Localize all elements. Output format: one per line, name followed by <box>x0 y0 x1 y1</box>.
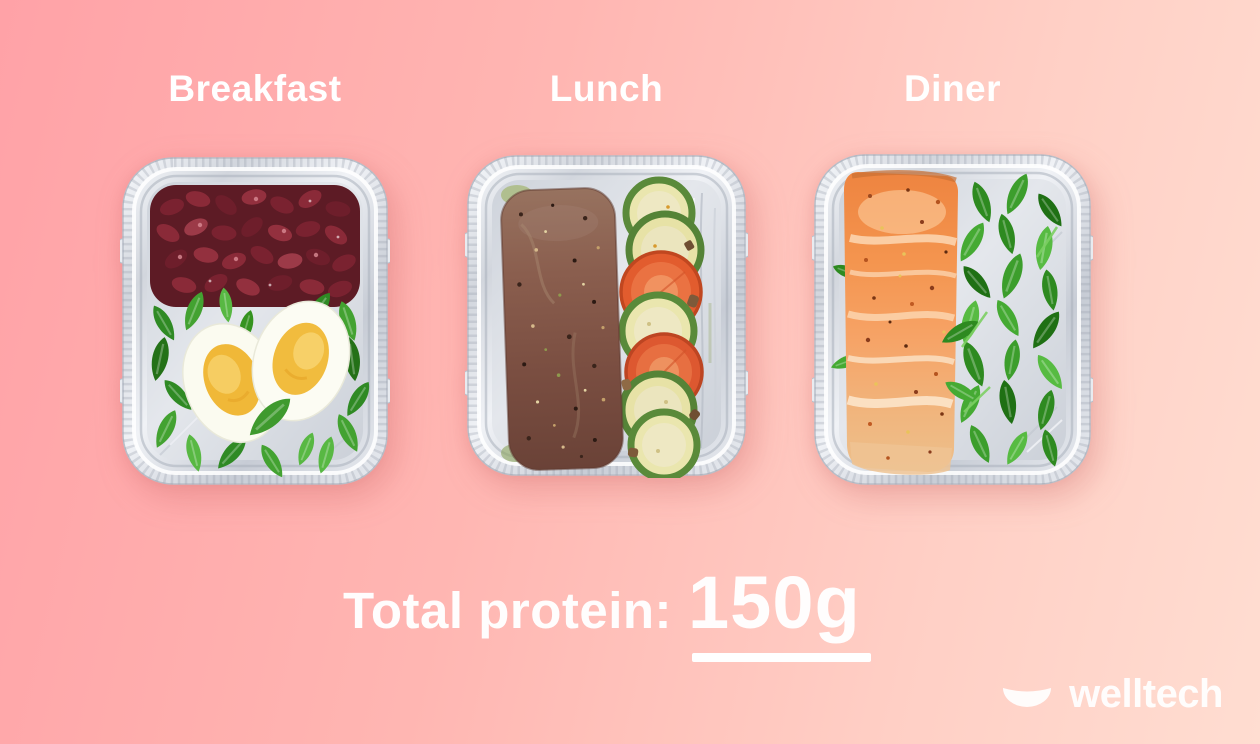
brand-wordmark: welltech <box>1069 672 1223 716</box>
boiled-egg-halves <box>182 300 351 444</box>
meal-label-breakfast: Breakfast <box>168 68 342 109</box>
bowl-icon <box>1003 687 1052 707</box>
spinach-leaves <box>937 169 1069 470</box>
total-protein: Total protein: 150g <box>343 561 871 662</box>
brand-logo: welltech <box>1001 672 1223 717</box>
salmon-fillet <box>828 170 958 475</box>
steak <box>500 187 624 471</box>
meal-label-diner: Diner <box>903 68 1002 109</box>
grilled-veggie-stack <box>501 176 705 478</box>
total-protein-label: Total protein: <box>343 582 673 639</box>
breakfast-tray-photo <box>120 155 390 487</box>
lunch-tray-photo <box>465 153 748 478</box>
diner-tray-photo <box>812 152 1093 487</box>
kidney-beans <box>150 185 360 307</box>
total-protein-value: 150g <box>688 561 871 662</box>
meal-label-lunch: Lunch <box>549 68 664 109</box>
